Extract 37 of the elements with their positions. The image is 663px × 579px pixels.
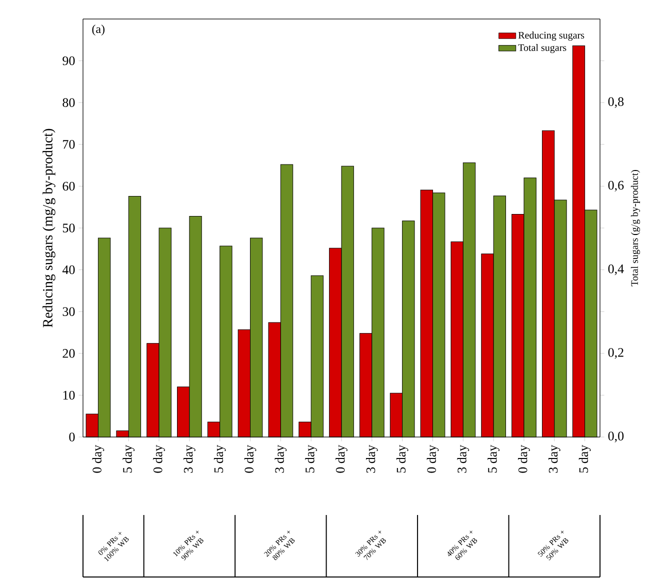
y-tick-label: 80 [62, 98, 75, 107]
y-axis-title: Reducing sugars (mg/g by-product) [42, 128, 56, 328]
x-tick-label: 5 day [214, 444, 226, 473]
y-tick-label: 50 [62, 224, 75, 232]
x-tick-label: 5 day [122, 444, 135, 473]
legend-label: Total sugars [518, 44, 566, 54]
x-tick-label: 0 day [426, 444, 439, 473]
x-tick-label: 0 day [92, 444, 104, 473]
x-tick-label: 5 day [578, 444, 591, 473]
y2-axis-title: Total sugars (g/g by-product) [630, 170, 640, 286]
x-tick-label: 3 day [548, 444, 560, 473]
x-tick-label: 0 day [244, 444, 256, 473]
x-tick-label: 3 day [274, 444, 287, 473]
x-tick-label: 5 day [305, 444, 318, 473]
y-tick-label: 40 [62, 265, 75, 274]
x-tick-label: 3 day [184, 444, 196, 473]
y-tick-label: 60 [62, 182, 75, 191]
x-tick-label: 0 day [336, 444, 348, 473]
y-tick-label: 20 [62, 349, 75, 358]
x-tick-label: 3 day [457, 444, 470, 473]
y-tick-label: 90 [62, 56, 75, 66]
y2-tick-label: 0,0 [608, 432, 624, 442]
y2-tick-label: 0,2 [608, 348, 624, 359]
y-tick-label: 0 [69, 432, 75, 442]
x-tick-label: 0 day [518, 444, 530, 473]
y-tick-label: 10 [63, 390, 75, 400]
y2-tick-label: 0,8 [608, 97, 624, 108]
y2-tick-label: 0,4 [608, 264, 624, 276]
x-tick-label: 0 day [153, 444, 165, 473]
x-tick-label: 5 day [488, 444, 500, 473]
y-tick-label: 70 [63, 140, 75, 149]
legend-label: Reducing sugars [518, 32, 584, 41]
x-tick-label: 3 day [366, 444, 378, 473]
y-tick-label: 30 [62, 307, 75, 316]
annotation: (a) [92, 24, 104, 36]
x-tick-label: 5 day [396, 444, 408, 473]
y2-tick-label: 0,6 [608, 180, 624, 192]
